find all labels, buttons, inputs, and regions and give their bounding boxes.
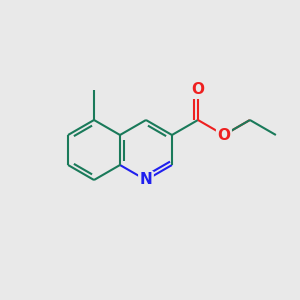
Text: N: N: [140, 172, 152, 188]
Text: O: O: [191, 82, 204, 98]
Text: O: O: [218, 128, 230, 142]
